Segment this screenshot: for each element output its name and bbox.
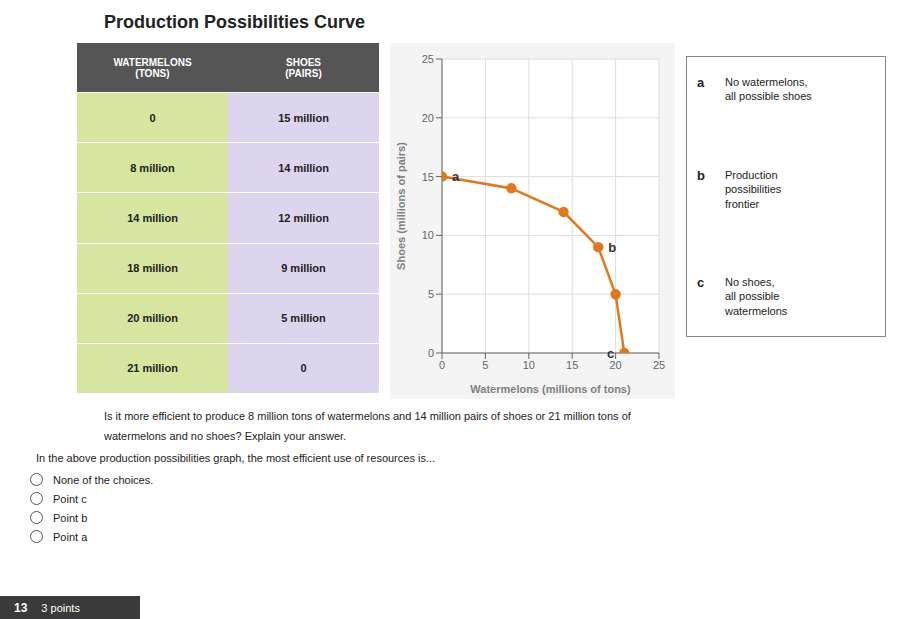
svg-text:10: 10: [422, 229, 434, 241]
html-text:0: 0: [149, 111, 156, 124]
svg-text:0: 0: [439, 359, 445, 371]
html-text:3 points: 3 points: [41, 601, 80, 614]
html-text:WATERMELONS (TONS): WATERMELONS (TONS): [113, 56, 192, 79]
html-text:watermelons and no shoes? Expl: watermelons and no shoes? Explain your a…: [104, 430, 347, 442]
html-text:None of the choices.: None of the choices.: [53, 473, 154, 486]
html-text:0: 0: [300, 362, 307, 375]
html-text:SHOES (PAIRS): SHOES (PAIRS): [285, 56, 322, 79]
html-text:12 million: 12 million: [278, 212, 329, 224]
html-text:No watermelons, all possible s: No watermelons, all possible shoes: [725, 76, 812, 103]
html-text:14 million: 14 million: [127, 212, 178, 224]
html-text:20 million: 20 million: [127, 312, 178, 325]
svg-text:Shoes (millions of pairs): Shoes (millions of pairs): [395, 142, 407, 270]
html-text:Point c: Point c: [53, 492, 87, 505]
svg-text:5: 5: [428, 288, 434, 300]
html-text:5 million: 5 million: [281, 312, 326, 325]
svg-text:15: 15: [566, 359, 578, 371]
html-text:Point b: Point b: [53, 511, 88, 524]
html-text:a: a: [697, 75, 705, 90]
html-text:13: 13: [14, 600, 28, 615]
svg-text:20: 20: [422, 112, 434, 124]
html-text:15 million: 15 million: [278, 111, 329, 124]
html-text:In the above production possib: In the above production possibilities gr…: [36, 452, 436, 464]
html-text:No shoes, all possible waterme: No shoes, all possible watermelons: [725, 276, 788, 317]
html-text:21 million: 21 million: [127, 362, 178, 375]
svg-text:5: 5: [482, 359, 488, 371]
svg-text:Watermelons (millions of tons): Watermelons (millions of tons): [470, 383, 631, 395]
html-text:Is it more efficient to produc: Is it more efficient to produce 8 millio…: [104, 410, 631, 422]
svg-text:c: c: [607, 346, 614, 361]
svg-text:15: 15: [422, 171, 434, 183]
html-text:Point a: Point a: [53, 530, 88, 543]
svg-text:0: 0: [428, 347, 434, 359]
svg-text:b: b: [608, 240, 616, 255]
html-text:8 million: 8 million: [130, 161, 175, 174]
html-text:Production possibilities front: Production possibilities frontier: [725, 168, 782, 210]
svg-text:a: a: [452, 169, 460, 184]
html-text:b: b: [697, 167, 705, 183]
html-text:9 million: 9 million: [281, 262, 326, 275]
html-text:c: c: [697, 275, 705, 291]
svg-text:20: 20: [609, 358, 622, 371]
svg-text:25: 25: [653, 359, 665, 371]
svg-text:10: 10: [523, 359, 535, 371]
html-text:14 million: 14 million: [278, 161, 329, 174]
html-text:Production Possibilities Curve: Production Possibilities Curve: [104, 12, 366, 32]
html-text:18 million: 18 million: [127, 262, 178, 275]
svg-text:25: 25: [422, 53, 434, 65]
